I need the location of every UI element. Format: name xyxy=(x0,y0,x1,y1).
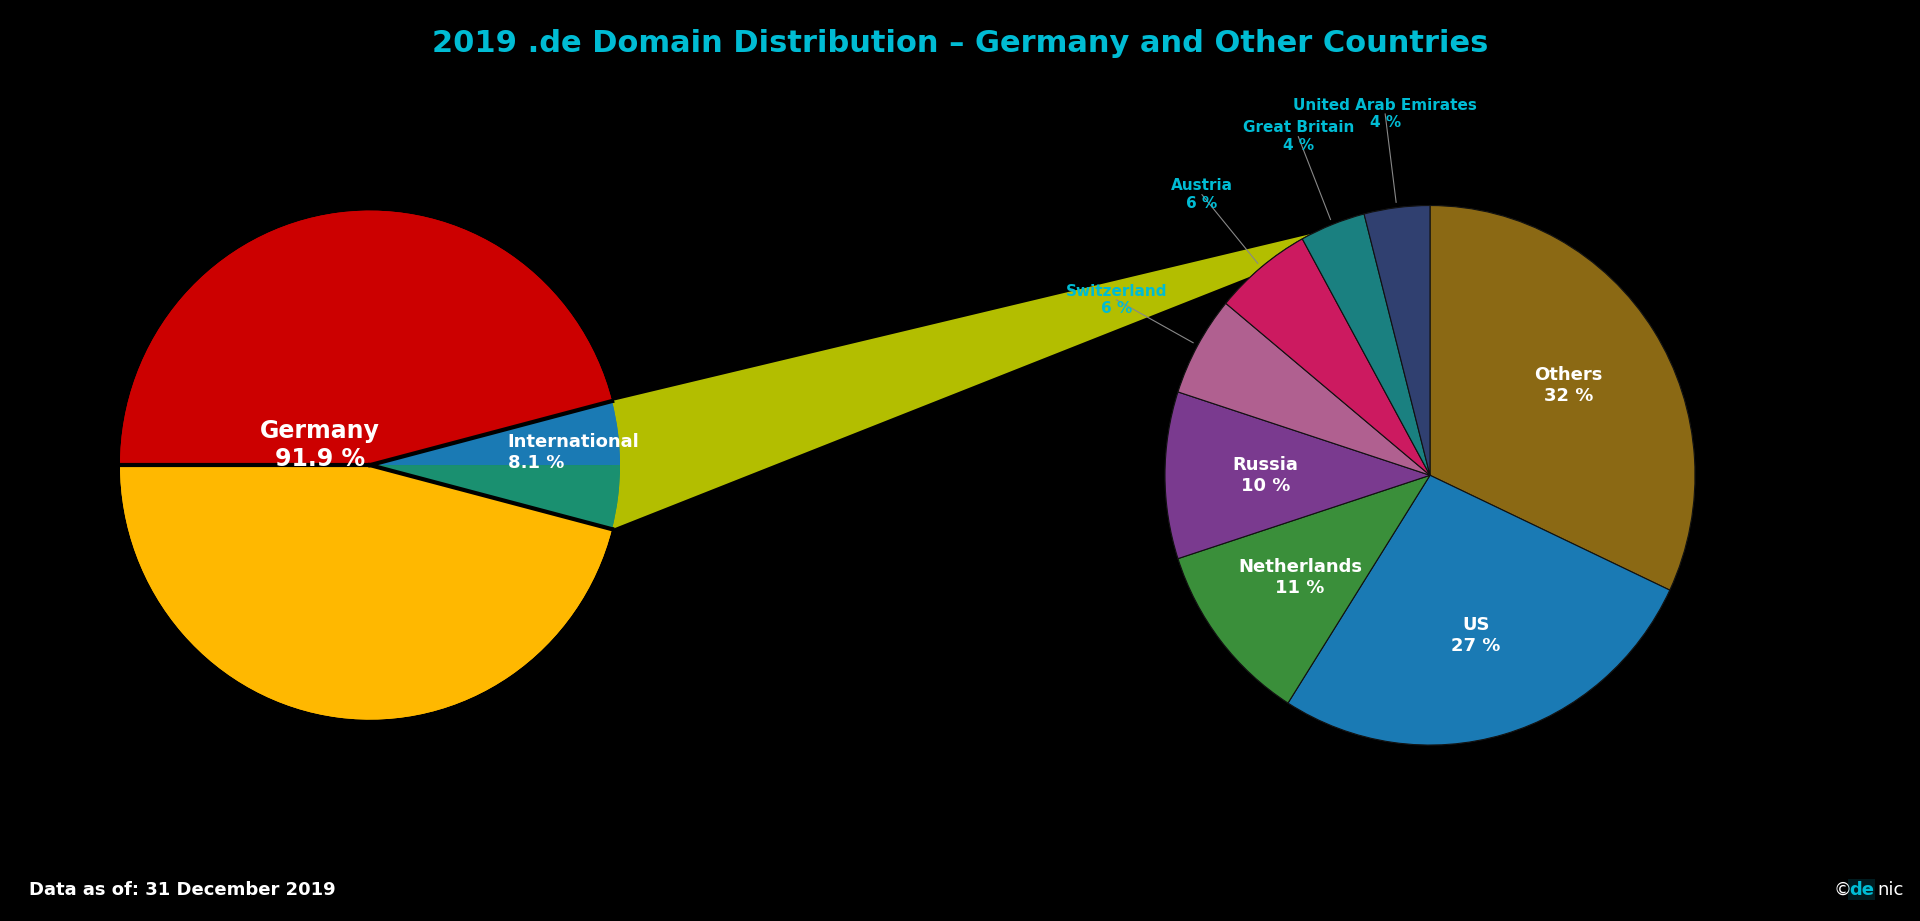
Wedge shape xyxy=(119,211,612,465)
Polygon shape xyxy=(612,205,1695,745)
Text: Switzerland
6 %: Switzerland 6 % xyxy=(1066,284,1167,316)
Wedge shape xyxy=(119,465,612,719)
Text: Netherlands
11 %: Netherlands 11 % xyxy=(1238,558,1361,597)
Wedge shape xyxy=(371,465,620,530)
Wedge shape xyxy=(371,401,620,465)
Text: Great Britain
4 %: Great Britain 4 % xyxy=(1242,121,1354,153)
Text: Others
32 %: Others 32 % xyxy=(1534,367,1603,405)
Wedge shape xyxy=(1288,475,1670,745)
Text: International
8.1 %: International 8.1 % xyxy=(507,434,639,472)
Wedge shape xyxy=(1302,214,1430,475)
Text: ©: © xyxy=(1834,880,1857,899)
Wedge shape xyxy=(1179,303,1430,475)
Wedge shape xyxy=(371,401,620,465)
Wedge shape xyxy=(119,211,612,465)
Wedge shape xyxy=(1302,214,1430,475)
Wedge shape xyxy=(1363,205,1430,475)
Wedge shape xyxy=(1225,239,1430,475)
Wedge shape xyxy=(1430,205,1695,590)
Wedge shape xyxy=(1430,205,1695,590)
Wedge shape xyxy=(1288,475,1670,745)
Text: 2019 .de Domain Distribution – Germany and Other Countries: 2019 .de Domain Distribution – Germany a… xyxy=(432,29,1488,57)
Wedge shape xyxy=(1179,303,1430,475)
Text: US
27 %: US 27 % xyxy=(1452,616,1501,656)
Text: nic: nic xyxy=(1878,880,1905,899)
Wedge shape xyxy=(1165,392,1430,559)
Text: Austria
6 %: Austria 6 % xyxy=(1171,179,1233,211)
Wedge shape xyxy=(1225,239,1430,475)
Text: United Arab Emirates
4 %: United Arab Emirates 4 % xyxy=(1294,98,1476,130)
Wedge shape xyxy=(1179,475,1430,703)
Wedge shape xyxy=(1179,475,1430,703)
Wedge shape xyxy=(371,465,620,530)
Wedge shape xyxy=(1165,392,1430,559)
Wedge shape xyxy=(1363,205,1430,475)
Text: Data as of: 31 December 2019: Data as of: 31 December 2019 xyxy=(29,880,336,899)
Text: Russia
10 %: Russia 10 % xyxy=(1233,456,1298,495)
Text: de: de xyxy=(1849,880,1874,899)
Text: Germany
91.9 %: Germany 91.9 % xyxy=(259,419,380,471)
Wedge shape xyxy=(119,465,612,719)
